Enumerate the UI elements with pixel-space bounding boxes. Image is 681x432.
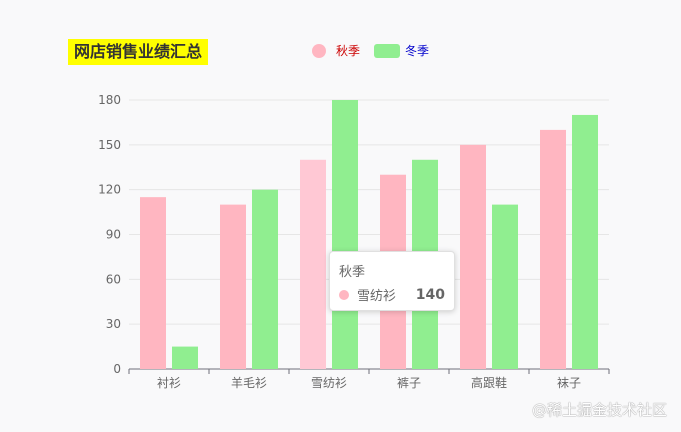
- bar: [220, 204, 246, 369]
- tooltip-dot-icon: [339, 289, 349, 300]
- x-tick-label: 雪纺衫: [311, 376, 347, 390]
- legend-rect-icon: [374, 43, 401, 58]
- x-tick-label: 衬衫: [157, 376, 181, 390]
- tooltip-title: 秋季: [339, 265, 366, 280]
- bar: [140, 197, 166, 369]
- watermark: @稀土掘金技术社区: [531, 401, 667, 419]
- legend-label: 秋季: [336, 44, 361, 58]
- tooltip: 秋季 雪纺衫 140: [329, 251, 455, 311]
- bar: [172, 346, 198, 369]
- y-tick-label: 60: [106, 272, 121, 286]
- bar: [460, 144, 486, 369]
- legend-item-autumn[interactable]: 秋季: [312, 42, 360, 59]
- y-tick-label: 90: [106, 228, 121, 242]
- legend-item-winter[interactable]: 冬季: [374, 42, 429, 59]
- y-tick-label: 30: [106, 317, 121, 331]
- bar: [300, 159, 326, 369]
- bar: [540, 129, 566, 369]
- y-tick-label: 150: [98, 138, 121, 152]
- bar: [492, 204, 518, 369]
- legend-label: 冬季: [405, 44, 430, 58]
- tooltip-row: 雪纺衫 140: [339, 285, 445, 304]
- bar: [332, 100, 358, 369]
- x-tick-label: 羊毛衫: [231, 375, 267, 390]
- y-tick-label: 180: [98, 93, 121, 107]
- y-tick-label: 0: [113, 362, 121, 376]
- bar: [572, 114, 598, 369]
- tooltip-item-label: 雪纺衫: [357, 289, 397, 304]
- legend: 秋季 冬季: [312, 42, 443, 59]
- bar: [252, 189, 278, 369]
- legend-circle-icon: [312, 43, 326, 58]
- x-tick-label: 裤子: [397, 376, 421, 390]
- chart-title: 网店销售业绩汇总: [68, 39, 209, 65]
- y-tick-label: 120: [98, 183, 121, 197]
- x-tick-label: 袜子: [557, 376, 581, 390]
- x-tick-label: 高跟鞋: [471, 375, 507, 390]
- tooltip-value: 140: [415, 286, 445, 303]
